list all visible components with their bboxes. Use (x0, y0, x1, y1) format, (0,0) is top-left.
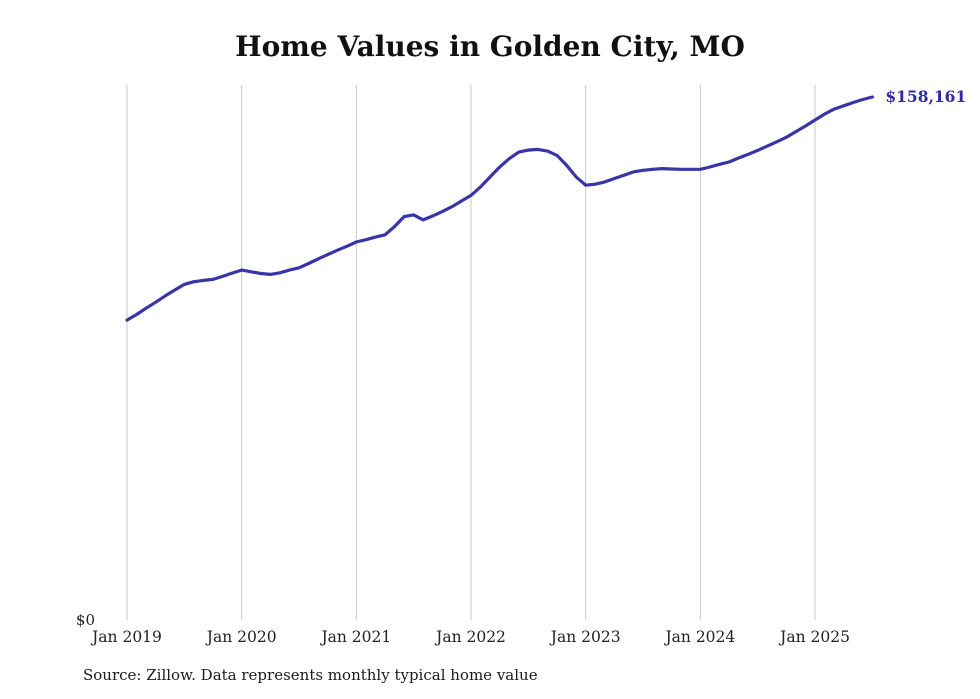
y-zero-label: $0 (76, 611, 95, 629)
x-tick-label: Jan 2025 (778, 628, 850, 646)
chart-title: Home Values in Golden City, MO (235, 30, 745, 63)
home-value-series-line (125, 95, 874, 322)
x-tick-label: Jan 2022 (434, 628, 506, 646)
x-tick-label: Jan 2023 (549, 628, 621, 646)
x-tick-label: Jan 2024 (663, 628, 735, 646)
source-note: Source: Zillow. Data represents monthly … (83, 666, 538, 684)
x-tick-label: Jan 2021 (319, 628, 391, 646)
x-tick-label: Jan 2019 (90, 628, 162, 646)
end-value-label: $158,161 (885, 87, 966, 106)
x-tick-label: Jan 2020 (205, 628, 277, 646)
